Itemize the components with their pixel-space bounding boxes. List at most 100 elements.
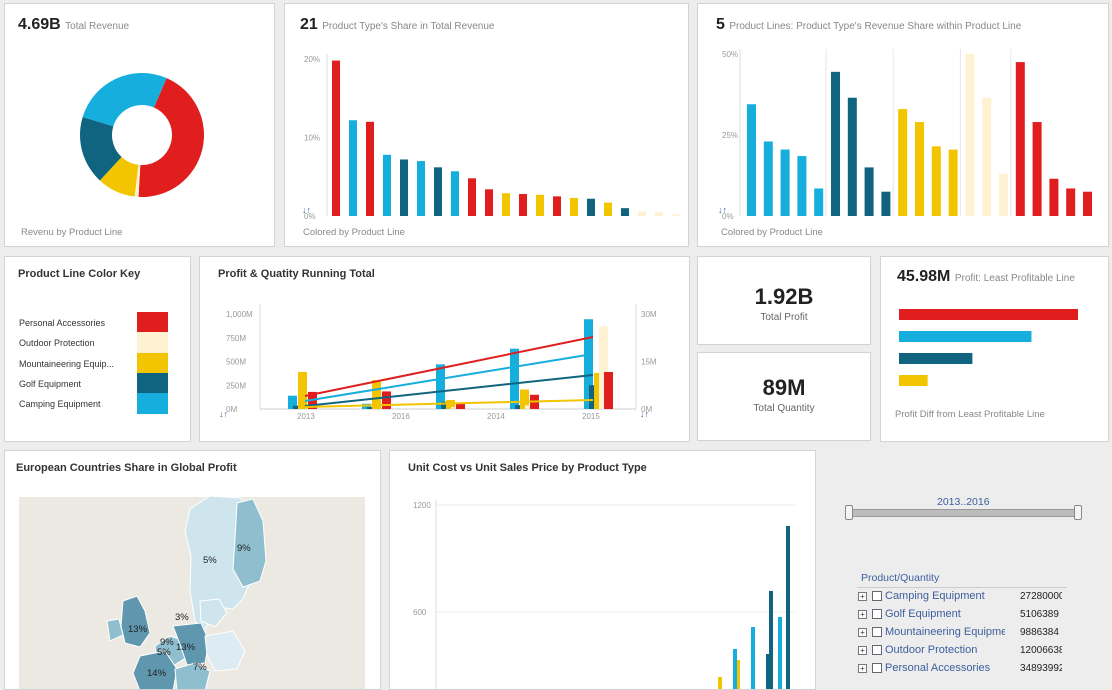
- bar[interactable]: [604, 202, 612, 216]
- running-total-line[interactable]: [304, 336, 594, 397]
- product-lines-bar-chart[interactable]: 50% 25% 0%↓↑: [698, 4, 1109, 247]
- tree-row[interactable]: + Personal Accessories 34893992: [858, 660, 1068, 676]
- bar[interactable]: [1032, 122, 1042, 216]
- year-range-slider[interactable]: [848, 509, 1082, 517]
- bar[interactable]: [502, 193, 510, 216]
- bar[interactable]: [769, 591, 773, 690]
- revenue-donut-chart[interactable]: [5, 4, 275, 247]
- tree-row[interactable]: + Golf Equipment 5106389: [858, 606, 1068, 622]
- bar[interactable]: [372, 380, 381, 409]
- bar[interactable]: [366, 121, 374, 216]
- row-checkbox[interactable]: [872, 627, 882, 637]
- bar[interactable]: [766, 654, 770, 690]
- bar[interactable]: [382, 391, 391, 409]
- bar[interactable]: [797, 156, 807, 216]
- slider-handle-end[interactable]: [1074, 505, 1082, 520]
- running-total-line[interactable]: [304, 399, 594, 408]
- bar[interactable]: [587, 198, 595, 216]
- bar[interactable]: [621, 208, 629, 216]
- bar[interactable]: [982, 97, 992, 216]
- row-checkbox[interactable]: [872, 591, 882, 601]
- bar[interactable]: [718, 677, 722, 690]
- bar[interactable]: [864, 167, 874, 216]
- bar[interactable]: [468, 178, 476, 216]
- product-type-bar-chart[interactable]: 20% 10% 0%↓↑: [285, 4, 689, 247]
- bar[interactable]: [436, 364, 445, 409]
- expand-icon[interactable]: +: [858, 645, 867, 655]
- sort-icon[interactable]: ↓↑: [302, 205, 311, 215]
- bar[interactable]: [400, 159, 408, 216]
- bar[interactable]: [451, 171, 459, 216]
- bar[interactable]: [525, 405, 534, 409]
- bar[interactable]: [383, 154, 391, 216]
- sort-icon[interactable]: ↓↑: [718, 205, 727, 215]
- bar[interactable]: [446, 399, 455, 409]
- running-total-line[interactable]: [304, 353, 594, 402]
- bar[interactable]: [751, 627, 755, 690]
- bar[interactable]: [915, 122, 924, 216]
- row-checkbox[interactable]: [872, 609, 882, 619]
- row-checkbox[interactable]: [872, 645, 882, 655]
- expand-icon[interactable]: +: [858, 663, 867, 673]
- expand-icon[interactable]: +: [858, 591, 867, 601]
- bar[interactable]: [589, 385, 598, 409]
- bar[interactable]: [594, 372, 603, 409]
- expand-icon[interactable]: +: [858, 609, 867, 619]
- bar[interactable]: [672, 214, 680, 216]
- bar[interactable]: [881, 191, 891, 216]
- running-total-line[interactable]: [304, 374, 594, 407]
- bar[interactable]: [655, 212, 663, 216]
- donut-slice[interactable]: [99, 156, 139, 197]
- bar[interactable]: [536, 194, 544, 216]
- bar[interactable]: [999, 173, 1008, 216]
- bar[interactable]: [1066, 188, 1076, 216]
- bar[interactable]: [451, 407, 460, 409]
- donut-slice[interactable]: [134, 164, 141, 197]
- bar[interactable]: [349, 120, 357, 216]
- profit-diff-bar[interactable]: [899, 353, 973, 364]
- bar[interactable]: [747, 104, 756, 216]
- bar[interactable]: [417, 161, 425, 216]
- bar[interactable]: [638, 211, 646, 216]
- bar[interactable]: [456, 403, 465, 409]
- bar[interactable]: [736, 660, 740, 690]
- bar[interactable]: [367, 407, 376, 409]
- bar[interactable]: [965, 54, 975, 216]
- bar[interactable]: [293, 405, 302, 409]
- donut-slice[interactable]: [80, 116, 122, 181]
- europe-map[interactable]: 9% 5% 3% 13% 9% 13% 5% 7% 14% 5% 2%: [5, 451, 381, 690]
- profit-diff-bar[interactable]: [899, 309, 1078, 320]
- bar[interactable]: [733, 649, 737, 690]
- bar[interactable]: [441, 401, 450, 409]
- bar[interactable]: [510, 348, 519, 409]
- bar[interactable]: [553, 196, 561, 216]
- bar[interactable]: [519, 194, 527, 216]
- unit-cost-bar-chart[interactable]: 1200 600: [390, 451, 816, 690]
- bar[interactable]: [948, 149, 958, 216]
- bar[interactable]: [332, 60, 340, 216]
- bar[interactable]: [847, 97, 857, 216]
- bar[interactable]: [763, 141, 773, 216]
- tree-row[interactable]: + Outdoor Protection 12006638: [858, 642, 1068, 658]
- bar[interactable]: [599, 326, 608, 409]
- bar[interactable]: [515, 405, 524, 409]
- bar[interactable]: [288, 395, 297, 409]
- bar[interactable]: [1049, 178, 1059, 216]
- row-checkbox[interactable]: [872, 663, 882, 673]
- donut-slice[interactable]: [82, 72, 167, 127]
- sort-right-icon[interactable]: ↓↑: [640, 409, 649, 419]
- bar[interactable]: [604, 371, 613, 409]
- bar[interactable]: [434, 167, 442, 216]
- donut-slice[interactable]: [138, 78, 204, 197]
- bar[interactable]: [1083, 191, 1092, 216]
- bar[interactable]: [298, 371, 307, 409]
- tree-row[interactable]: + Camping Equipment 27280000: [858, 588, 1068, 604]
- bar[interactable]: [584, 319, 593, 409]
- profit-diff-bar-chart[interactable]: [881, 257, 1109, 442]
- bar[interactable]: [898, 109, 908, 216]
- profit-diff-bar[interactable]: [899, 331, 1032, 342]
- bar[interactable]: [520, 389, 529, 409]
- bar[interactable]: [778, 617, 782, 690]
- expand-icon[interactable]: +: [858, 627, 867, 637]
